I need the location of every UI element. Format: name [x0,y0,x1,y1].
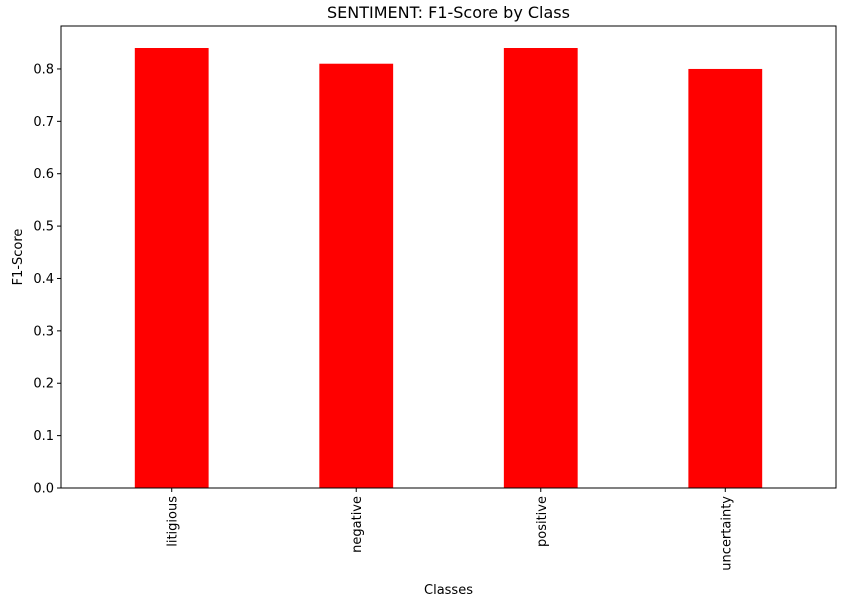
y-tick-label: 0.2 [33,377,54,392]
y-tick-label: 0.4 [33,272,54,287]
x-axis-title: Classes [424,583,473,598]
y-tick-label: 0.0 [33,482,54,497]
y-tick-label: 0.6 [33,167,54,182]
y-tick-label: 0.5 [33,220,54,235]
y-tick-label: 0.7 [33,115,54,130]
bar-litigious [134,48,209,488]
y-tick-label: 0.8 [33,62,54,77]
plot-frame [60,25,837,489]
bar-uncertainty [688,68,763,488]
bar-positive [503,48,578,488]
y-tick-label: 0.1 [33,429,54,444]
bar-negative [319,63,394,488]
y-axis-ticks: 0.0 0.1 0.2 0.3 0.4 0.5 0.6 0.7 0.8 [33,62,61,497]
y-axis-title: F1-Score [11,229,26,286]
x-tick-label: positive [535,496,550,547]
x-axis-ticks: litigious negative positive uncertainty [166,488,734,571]
x-tick-label: litigious [166,496,181,547]
x-tick-label: negative [350,496,365,553]
chart-title: SENTIMENT: F1-Score by Class [327,3,570,22]
x-tick-label: uncertainty [719,496,734,571]
y-tick-label: 0.3 [33,324,54,339]
bars [134,48,763,488]
